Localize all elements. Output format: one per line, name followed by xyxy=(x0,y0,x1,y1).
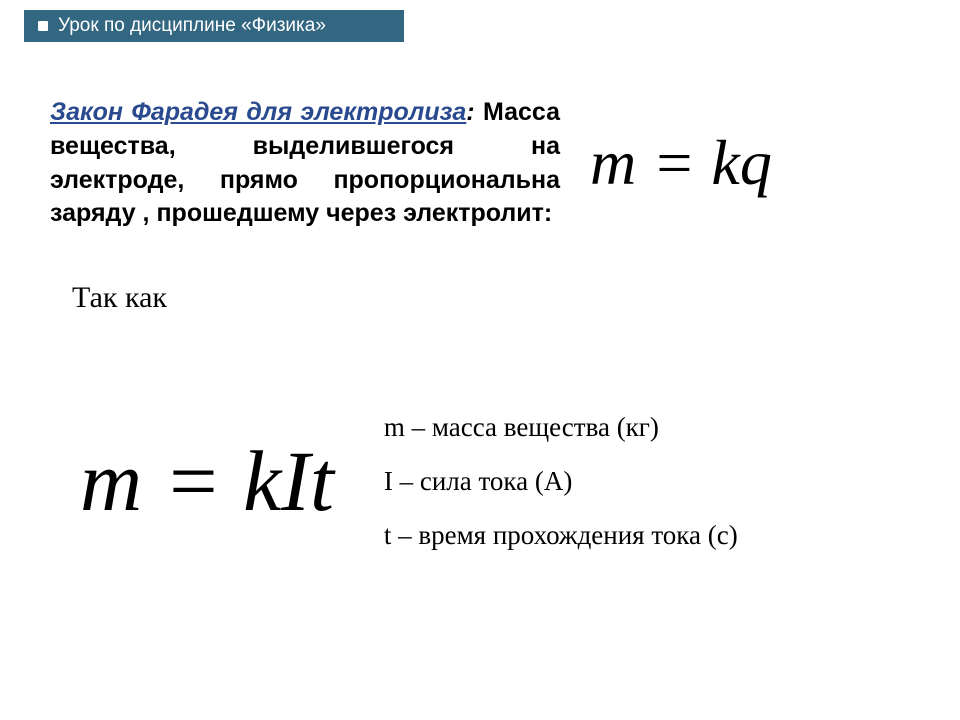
bottom-block: m = kIt m – масса вещества (кг) I – сила… xyxy=(50,400,910,562)
law-colon: : xyxy=(466,98,474,126)
bullet-icon xyxy=(38,21,48,31)
definition-t: t – время прохождения тока (с) xyxy=(384,508,738,562)
formula-mkit: m = kIt xyxy=(80,431,334,531)
formula-mkq: m = kq xyxy=(590,126,772,200)
law-block: Закон Фарадея для электролиза: Масса вещ… xyxy=(50,96,910,231)
law-text: Закон Фарадея для электролиза: Масса вещ… xyxy=(50,96,560,231)
header-bar: Урок по дисциплине «Физика» xyxy=(24,10,404,42)
definition-i: I – сила тока (А) xyxy=(384,454,738,508)
law-title: Закон Фарадея для электролиза xyxy=(50,98,466,126)
definition-m: m – масса вещества (кг) xyxy=(384,400,738,454)
connector-text: Так как xyxy=(72,281,910,315)
definitions-list: m – масса вещества (кг) I – сила тока (А… xyxy=(384,400,738,562)
slide-content: Закон Фарадея для электролиза: Масса вещ… xyxy=(50,96,910,562)
header-title: Урок по дисциплине «Физика» xyxy=(58,15,326,37)
